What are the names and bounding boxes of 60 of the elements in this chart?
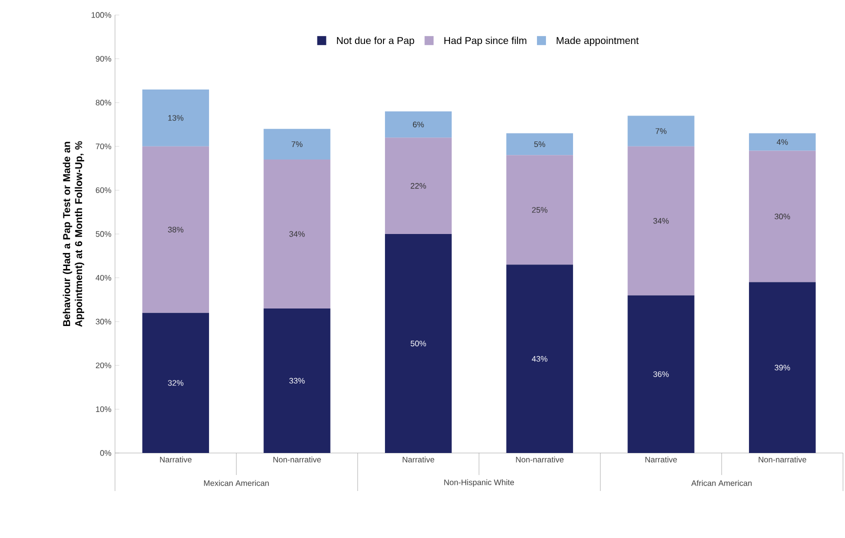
- bar: [748, 282, 816, 453]
- x-tick-label: Narrative: [160, 456, 192, 462]
- data-label: 22%: [410, 183, 426, 189]
- bar: [748, 150, 816, 282]
- bar: [506, 155, 574, 265]
- data-label: 5%: [534, 141, 546, 148]
- text: Mexican American: [204, 480, 269, 486]
- bar: [506, 264, 574, 453]
- data-label: 36%: [653, 371, 669, 377]
- y-tick-label: 0%: [100, 450, 112, 456]
- legend-label: Made appointment: [556, 36, 639, 46]
- y-tick-label: 20%: [96, 362, 112, 368]
- y-tick-label: 40%: [96, 274, 112, 281]
- legend-label: Had Pap since film: [444, 36, 526, 46]
- y-tick-label: 50%: [96, 231, 112, 237]
- x-tick-label: Non-narrative: [273, 456, 321, 462]
- y-tick-label: 90%: [96, 56, 112, 62]
- data-label: 39%: [774, 364, 790, 370]
- bar: [384, 111, 452, 138]
- bar: [142, 146, 210, 313]
- y-tick-label: 30%: [96, 318, 112, 324]
- data-label: 43%: [532, 356, 548, 362]
- x-tick-label: Non-narrative: [758, 456, 806, 462]
- y-tick-label: 100%: [92, 12, 112, 18]
- y-tick-label: 10%: [96, 406, 112, 412]
- data-label: 34%: [653, 218, 669, 224]
- data-label: 7%: [656, 128, 666, 134]
- bar: [264, 308, 330, 453]
- data-label: 6%: [412, 122, 424, 128]
- text: African American: [691, 480, 752, 486]
- bar: [748, 133, 816, 151]
- data-label: 13%: [168, 115, 184, 121]
- data-label: 25%: [532, 207, 548, 213]
- data-label: 7%: [292, 141, 302, 148]
- bar: [384, 138, 452, 234]
- data-label: 33%: [289, 378, 305, 384]
- data-label: 32%: [168, 380, 184, 386]
- text: Non-Hispanic White: [444, 479, 514, 487]
- data-label: 38%: [168, 226, 184, 232]
- y-tick-label: 80%: [96, 100, 112, 106]
- data-label: 34%: [289, 231, 305, 237]
- bar: [264, 160, 330, 308]
- y-axis-title: Behaviour (Had a Pap Test or Made an Appointment) at 6 Month Follow-Up, %: [62, 141, 84, 327]
- bar: [142, 89, 210, 146]
- bar: [264, 128, 330, 160]
- bar: [142, 312, 210, 453]
- x-tick-label: Non-narrative: [516, 456, 564, 462]
- x-tick-label: Narrative: [645, 456, 677, 462]
- x-tick-label: Narrative: [402, 456, 434, 462]
- bar: [628, 146, 694, 296]
- data-label: 4%: [776, 139, 788, 145]
- data-label: 50%: [410, 340, 426, 346]
- legend-label: Not due for a Pap: [337, 36, 414, 46]
- bar: [628, 116, 694, 146]
- y-tick-label: 70%: [96, 144, 112, 150]
- y-tick-label: 60%: [96, 187, 112, 194]
- data-label: 30%: [774, 214, 790, 220]
- bar: [506, 133, 574, 156]
- bar: [628, 295, 694, 453]
- bar: [384, 234, 452, 453]
